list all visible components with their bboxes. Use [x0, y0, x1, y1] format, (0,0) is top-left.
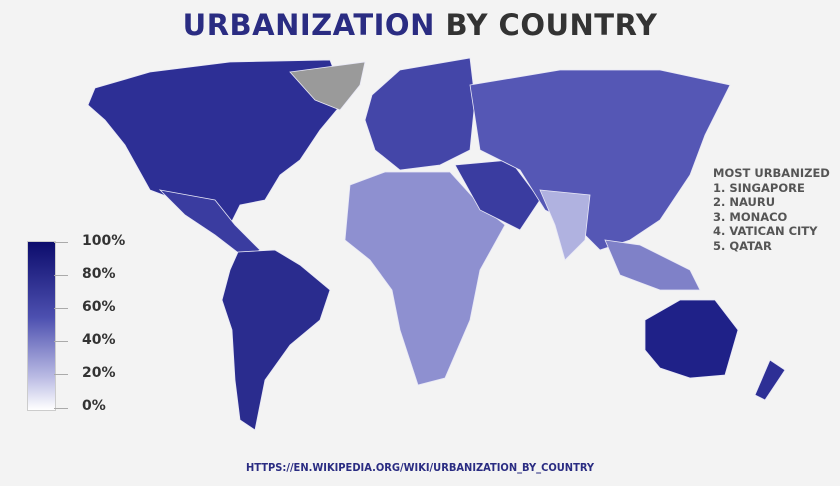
- source-url: HTTPS://EN.WIKIPEDIA.ORG/WIKI/URBANIZATI…: [245, 461, 595, 474]
- asia: [469, 69, 731, 251]
- most-urbanized-heading: MOST URBANIZED: [713, 166, 830, 180]
- legend-label: 80%: [82, 266, 116, 282]
- map-title: URBANIZATION BY COUNTRY: [182, 8, 658, 42]
- south-asia: [539, 189, 591, 261]
- list-item: 4. VATICAN CITY: [713, 224, 818, 238]
- legend-label: 20%: [82, 365, 116, 381]
- africa: [344, 171, 506, 386]
- southeast-asia: [604, 239, 701, 291]
- legend-label: 60%: [82, 299, 116, 315]
- list-item: 3. MONACO: [713, 209, 788, 224]
- list-item: 1. SINGAPORE: [713, 180, 805, 195]
- list-item: 5. QATAR: [713, 238, 772, 253]
- south-america: [221, 249, 331, 431]
- europe: [364, 57, 476, 171]
- legend-color-bar: [27, 241, 56, 411]
- greenland: [289, 61, 366, 111]
- most-urbanized-list: MOST URBANIZED 1. SINGAPORE 2. NAURU 3. …: [713, 166, 830, 253]
- legend-label: 40%: [82, 332, 116, 348]
- legend-label: 0%: [82, 398, 106, 414]
- legend-label: 100%: [82, 233, 126, 249]
- list-item: 2. NAURU: [713, 195, 776, 209]
- australia: [644, 299, 739, 379]
- new-zealand: [754, 359, 786, 401]
